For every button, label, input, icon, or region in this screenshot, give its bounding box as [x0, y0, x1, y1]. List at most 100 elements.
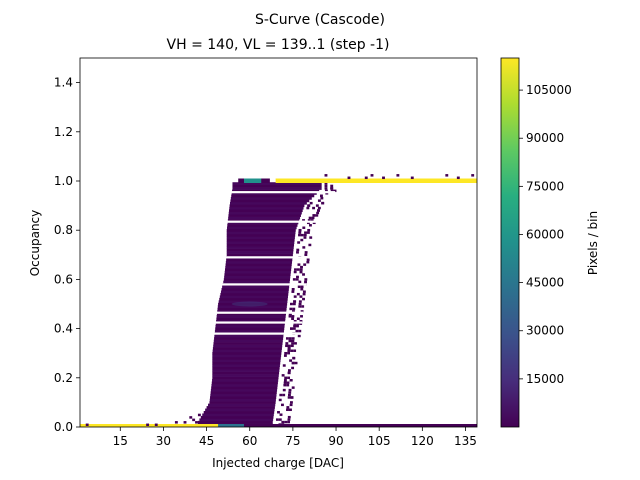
heatmap-cell [285, 337, 289, 340]
heatmap-cell [292, 327, 296, 330]
heatmap-row-13 [210, 391, 277, 395]
heatmap-row-2 [199, 418, 274, 422]
heatmap-cell [298, 233, 301, 237]
outlier-dot-8 [471, 174, 475, 177]
heatmap-cell [283, 381, 287, 384]
heatmap-cell [298, 280, 302, 284]
heatmap-cell [304, 231, 307, 234]
heatmap-cell [297, 334, 301, 338]
heatmap-cell [290, 349, 294, 352]
y-tick-label-0: 0.0 [54, 420, 73, 434]
heatmap-row-56 [222, 285, 290, 289]
heatmap-row-1 [197, 420, 273, 424]
heatmap-row-82 [227, 221, 299, 225]
heatmap-row-8 [208, 403, 276, 407]
heatmap-cell [277, 411, 280, 414]
heatmap-cell [298, 231, 302, 234]
heatmap-row-92 [230, 196, 312, 200]
heatmap-cell [284, 420, 288, 424]
y-tick-label-5: 1.0 [54, 174, 73, 188]
heatmap-row-46 [217, 310, 287, 313]
heatmap-cell [299, 322, 303, 325]
heatmap-cell [297, 285, 301, 289]
colorbar [500, 57, 520, 428]
heatmap-cell [296, 324, 299, 328]
heatmap-cell [303, 236, 307, 239]
heatmap-cell [296, 292, 300, 296]
heatmap-cell [324, 182, 328, 185]
heatmap-cell [287, 393, 291, 397]
heatmap-cell [333, 189, 337, 193]
heatmap-cell [316, 211, 320, 215]
heatmap-cell [278, 418, 282, 421]
heatmap-cell [281, 420, 285, 424]
heatmap-row-9 [209, 401, 276, 404]
heatmap-row-96 [232, 187, 322, 190]
heatmap-row-83 [227, 219, 300, 222]
heatmap-row-48 [217, 305, 287, 308]
heatmap-cell [294, 342, 297, 345]
heatmap-cell [294, 268, 297, 271]
heatmap-cell [296, 322, 300, 325]
heatmap-cell [275, 418, 279, 421]
x-tick-label-0: 15 [113, 434, 128, 448]
heatmap-row-32 [213, 344, 283, 348]
heatmap-row-95 [232, 189, 320, 193]
heatmap-row-25 [212, 361, 281, 365]
heatmap-cell [286, 381, 290, 384]
heatmap-row-69 [226, 253, 293, 257]
heatmap-row-50 [218, 300, 288, 304]
heatmap-cell [297, 241, 301, 244]
heatmap-row-33 [213, 342, 283, 345]
heatmap-cell [291, 290, 295, 293]
heatmap-row-72 [226, 246, 294, 249]
heatmap-cell [307, 204, 311, 207]
heatmap-row-45 [216, 312, 286, 316]
heatmap-cell [292, 307, 296, 311]
heatmap-cell [288, 337, 292, 340]
y-axis: 0.0 0.2 0.4 0.6 0.8 1.0 1.2 1.4 [54, 76, 80, 434]
heatmap-cell [296, 248, 300, 252]
heatmap-row-88 [229, 206, 304, 210]
heatmap-cell [308, 216, 312, 220]
heatmap-cell [308, 243, 312, 247]
heatmap-row-17 [211, 381, 278, 385]
heatmap-cell [324, 189, 328, 193]
heatmap-cell [293, 295, 297, 298]
x-tick-label-5: 90 [328, 434, 343, 448]
plot-frame [79, 57, 478, 428]
foot-dot-7 [189, 416, 193, 419]
heatmap-cell [309, 236, 313, 239]
heatmap-row-7 [206, 406, 275, 409]
heatmap-row-80 [227, 226, 297, 230]
heatmap-cell [293, 349, 297, 352]
heatmap-cell [282, 388, 286, 392]
heatmap-cell [287, 351, 291, 355]
heatmap-cell [302, 297, 305, 301]
x-axis: 15 30 45 60 75 90 105 120 135 [113, 427, 477, 448]
foot-dot-0 [85, 423, 89, 427]
heatmap-cell [295, 278, 299, 281]
y-tick-label-2: 0.4 [54, 322, 73, 336]
heatmap-cell [288, 388, 292, 392]
heatmap-row-47 [217, 307, 287, 311]
heatmap-cell [288, 339, 292, 343]
heatmap-cell [307, 228, 311, 232]
heatmap-cell [303, 263, 307, 266]
heatmap-cell [291, 339, 295, 343]
heatmap-row-91 [230, 199, 310, 203]
heatmap-cell [286, 406, 290, 409]
heatmap-cell [307, 219, 311, 222]
heatmap-cell [293, 324, 297, 328]
heatmap-cell [300, 233, 304, 237]
heatmap-row-73 [226, 243, 295, 247]
heatmap-cell [287, 344, 291, 348]
heatmap-row-75 [226, 238, 295, 242]
heatmap-row-81 [227, 224, 298, 227]
heatmap-cell [298, 228, 302, 232]
heatmap-row-23 [212, 366, 280, 370]
heatmap-row-66 [225, 260, 293, 264]
colorbar-axis: 15000 30000 45000 60000 75000 90000 105000 [519, 83, 572, 386]
empty-bin-gap-0 [208, 332, 301, 335]
